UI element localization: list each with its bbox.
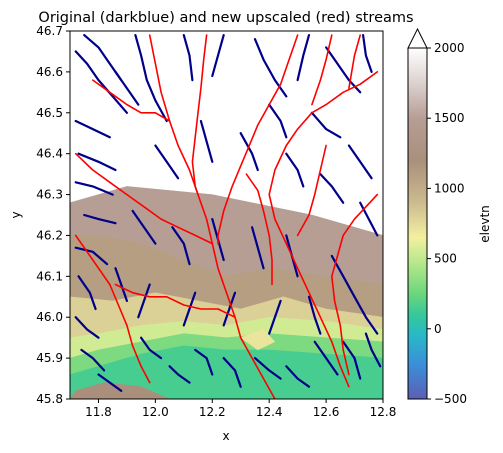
upscaled-stream [148, 34, 276, 399]
terrain-region [240, 329, 276, 351]
plot-area [70, 31, 383, 399]
upscaled-stream [330, 193, 379, 376]
original-stream [194, 348, 214, 376]
terrain-layer [70, 31, 383, 399]
original-stream [253, 357, 282, 380]
original-stream [253, 38, 288, 98]
original-stream [74, 50, 129, 114]
x-tick-label: 12.2 [199, 405, 226, 419]
original-stream [364, 332, 382, 368]
original-stream [114, 267, 129, 302]
original-stream [268, 299, 282, 335]
x-tick-label: 12.8 [370, 405, 397, 419]
upscaled-stream [311, 34, 333, 106]
y-tick-label: 46.0 [36, 310, 63, 324]
upscaled-stream [296, 144, 327, 237]
original-stream [154, 144, 180, 180]
x-tick-label: 11.8 [85, 405, 112, 419]
original-stream [182, 33, 194, 82]
upscaled-stream [245, 173, 273, 286]
original-stream [80, 348, 106, 372]
original-stream [353, 295, 379, 335]
chart-title: Original (darkblue) and new upscaled (re… [38, 10, 413, 26]
original-stream [285, 152, 305, 188]
original-stream [77, 275, 97, 311]
colorbar-gradient [408, 48, 427, 399]
original-stream [137, 283, 151, 319]
original-stream [97, 373, 123, 392]
original-stream [251, 226, 265, 270]
y-tick-label: 46.5 [36, 106, 63, 120]
upscaled-stream [92, 79, 171, 122]
colorbar-label: elevtn [478, 205, 492, 243]
upscaled-stream [74, 234, 151, 384]
terrain-region [70, 345, 383, 399]
colorbar-frame [407, 48, 428, 400]
y-tick-label: 46.2 [36, 228, 63, 242]
colorbar-ticks: −500 0 500 1000 1500 2000 [427, 41, 467, 406]
original-stream [74, 181, 114, 196]
y-axis-label: y [9, 211, 23, 218]
original-stream [182, 291, 197, 327]
original-stream [347, 144, 373, 180]
upscaled-streams [74, 34, 379, 399]
original-stream [74, 246, 109, 266]
colorbar-tick-label: 500 [434, 252, 457, 266]
y-tick-label: 46.1 [36, 269, 63, 283]
original-stream [83, 213, 117, 225]
upscaled-stream [268, 71, 379, 388]
upscaled-stream [191, 34, 208, 196]
colorbar: −500 0 500 1000 1500 2000 elevtn [407, 27, 492, 406]
upscaled-stream [217, 34, 299, 245]
x-tick-label: 12.0 [142, 405, 169, 419]
original-stream [74, 316, 100, 339]
upscaled-stream [114, 283, 236, 319]
original-stream [211, 33, 225, 78]
upscaled-stream [74, 152, 214, 245]
original-stream [134, 33, 168, 123]
original-stream [313, 340, 339, 376]
y-tick-label: 45.8 [36, 392, 63, 406]
upscaled-stream [348, 34, 362, 89]
y-tick-label: 46.3 [36, 188, 63, 202]
original-stream [74, 119, 111, 139]
colorbar-extend-max [407, 27, 428, 49]
original-stream [359, 201, 379, 237]
colorbar-tick-label: −500 [434, 392, 467, 406]
y-tick-label: 45.9 [36, 351, 63, 365]
y-tick-label: 46.6 [36, 65, 63, 79]
original-stream [171, 226, 191, 266]
colorbar-tick-label: 1500 [434, 111, 465, 125]
original-stream [114, 70, 140, 106]
original-stream [239, 132, 259, 172]
y-tick-label: 46.7 [36, 24, 63, 38]
original-stream [310, 111, 342, 139]
colorbar-tick-label: 1000 [434, 181, 465, 195]
y-tick-label: 46.4 [36, 147, 63, 161]
original-stream [222, 357, 242, 388]
original-stream [131, 209, 157, 245]
x-axis-label: x [222, 429, 229, 443]
y-axis: 45.8 45.9 46.0 46.1 46.2 46.3 46.4 46.5 46.6 46.7 [36, 24, 70, 406]
original-stream [140, 336, 163, 360]
original-streams [74, 33, 382, 392]
original-stream [285, 365, 311, 388]
x-tick-label: 12.4 [256, 405, 283, 419]
x-axis: 11.8 12.0 12.2 12.4 12.6 12.8 [85, 399, 396, 419]
original-stream [77, 152, 117, 172]
original-stream [307, 295, 322, 335]
colorbar-tick-label: 2000 [434, 41, 465, 55]
original-stream [319, 173, 345, 204]
original-stream [362, 33, 373, 74]
original-stream [222, 291, 237, 327]
original-stream [168, 365, 191, 384]
original-stream [342, 340, 362, 380]
original-stream [199, 119, 214, 163]
original-stream [296, 33, 311, 82]
colorbar-tick-label: 0 [434, 322, 442, 336]
original-stream [268, 103, 288, 139]
x-tick-label: 12.6 [313, 405, 340, 419]
plot-frame [69, 30, 384, 400]
